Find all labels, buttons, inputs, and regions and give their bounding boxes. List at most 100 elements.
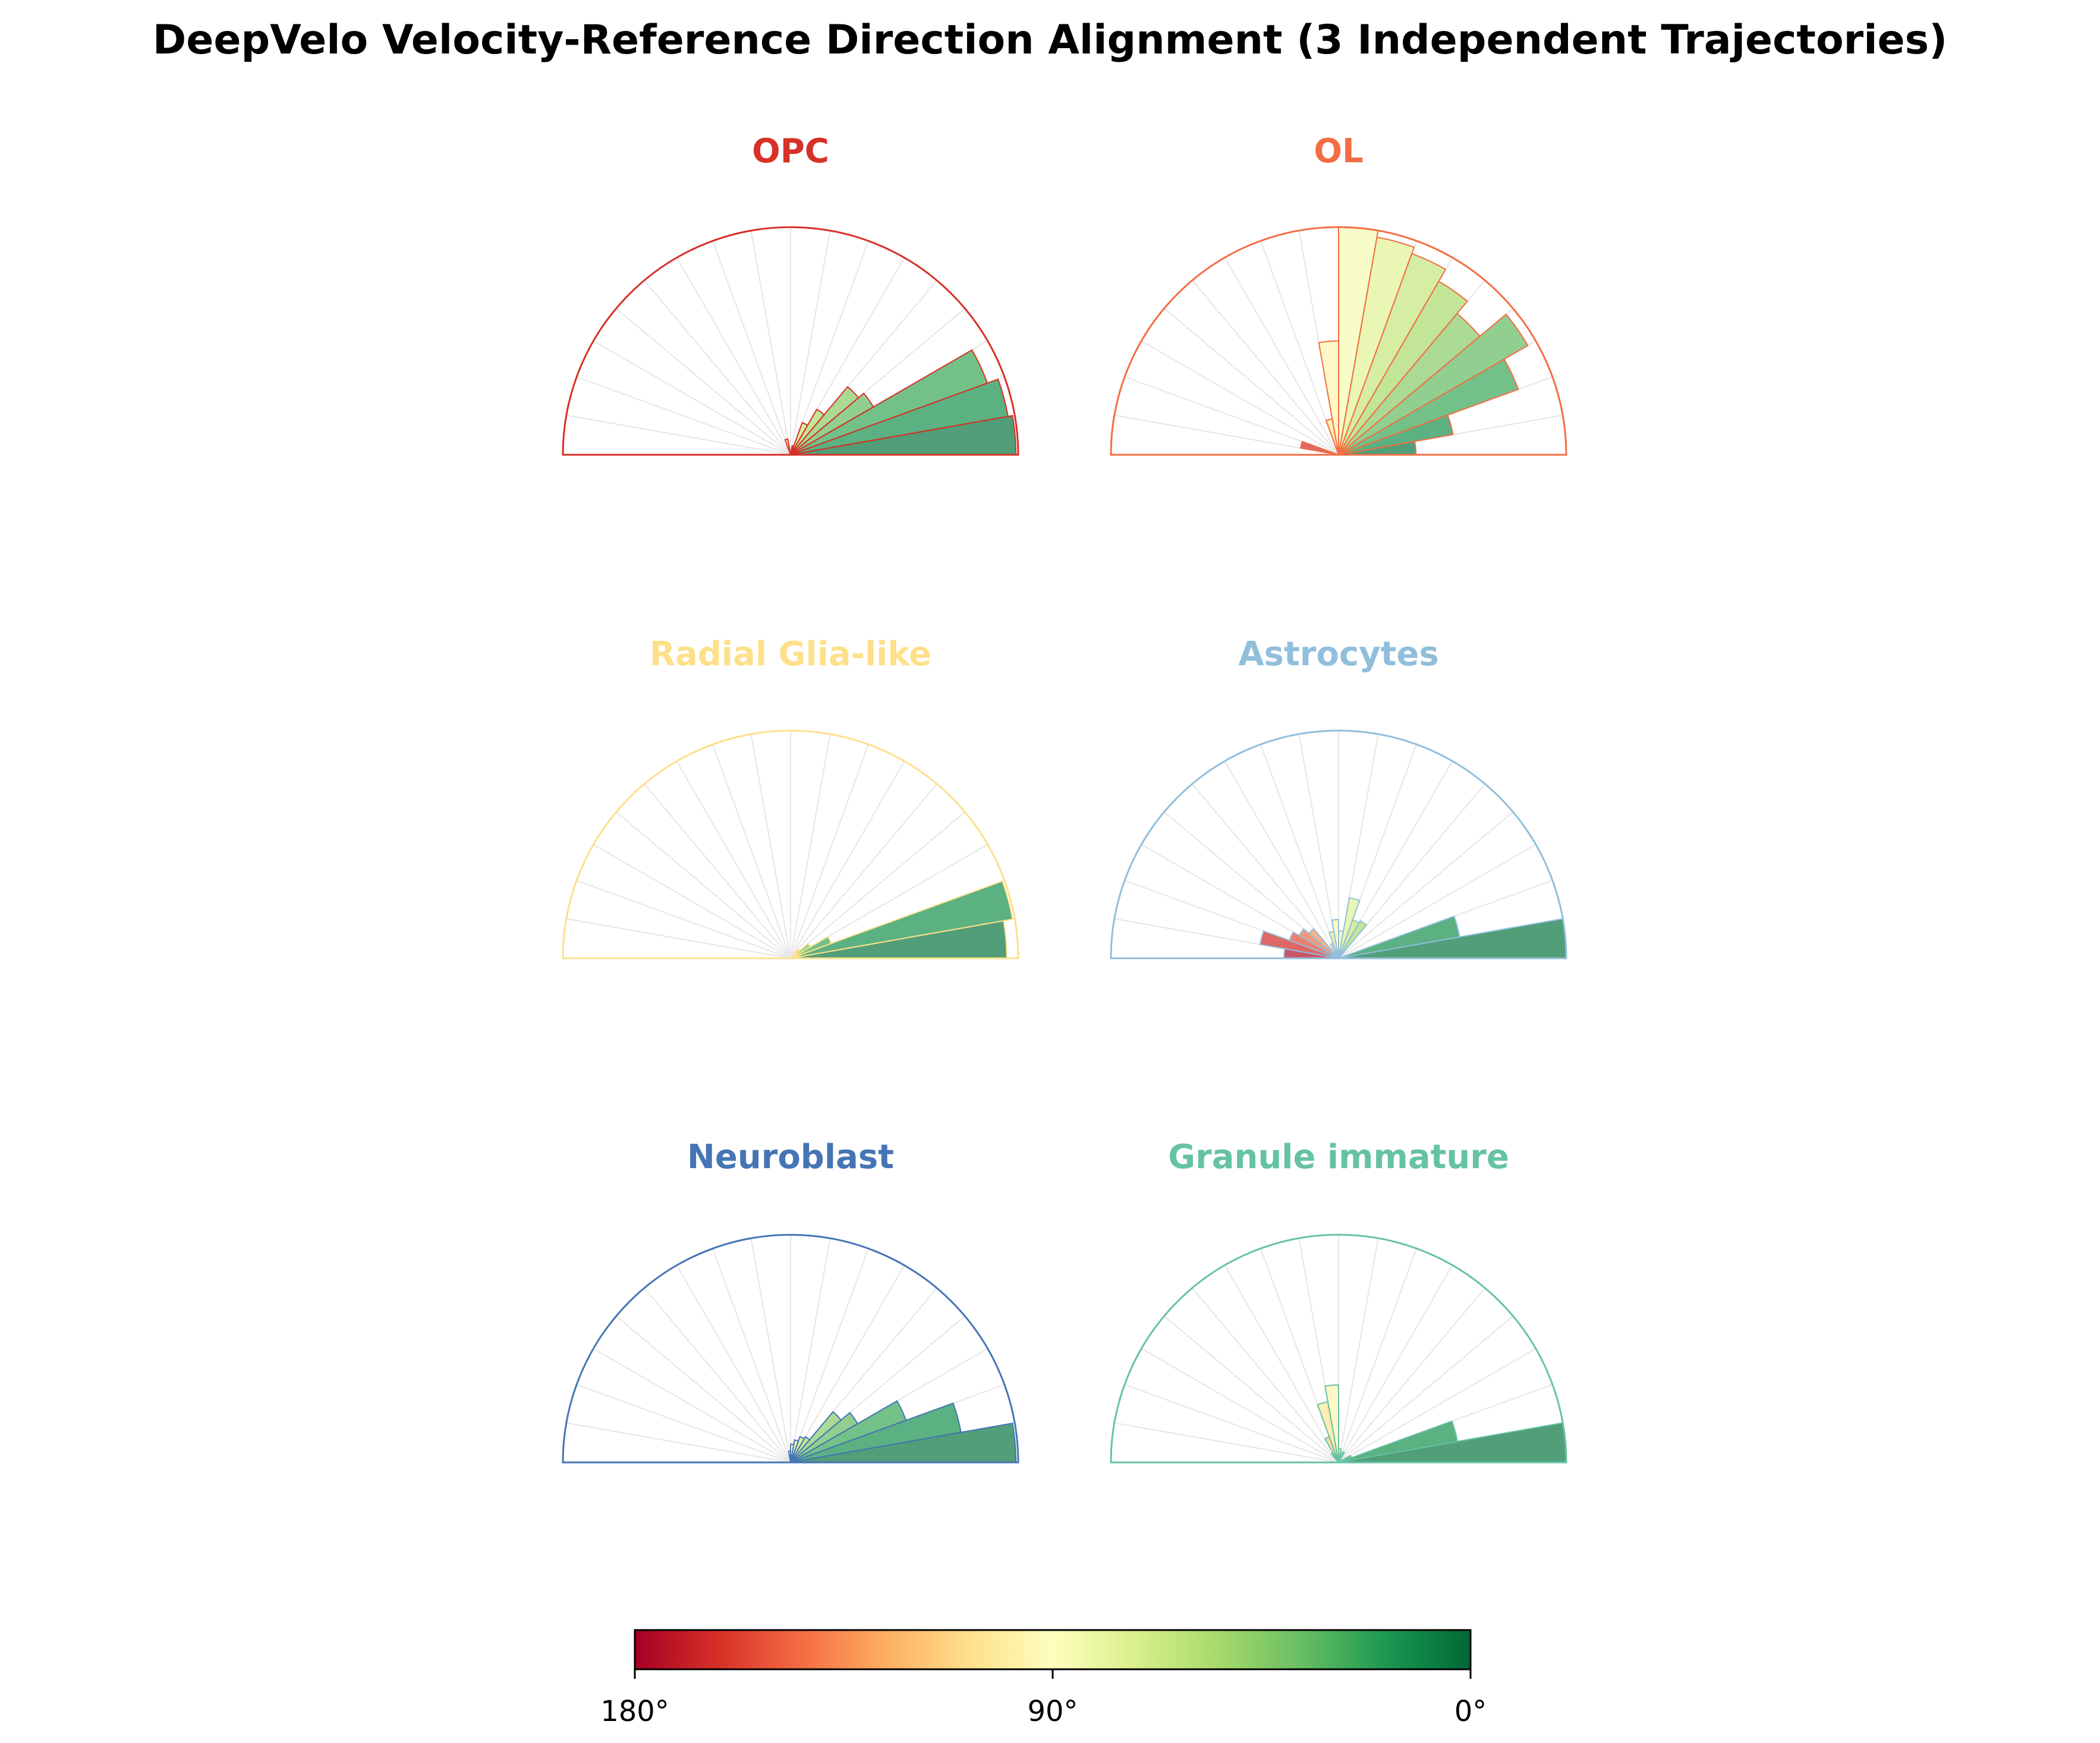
bar-neuroblast-30deg (790, 1411, 859, 1463)
bar-neuroblast-90deg (788, 1450, 791, 1463)
gridline (790, 760, 905, 959)
bar-opc-40deg (790, 386, 859, 455)
gridline (1141, 340, 1339, 455)
colorbar-label-180: 180° (600, 1695, 669, 1728)
bar-ol-30deg (1338, 313, 1529, 455)
gridline (644, 783, 791, 959)
gridline (790, 240, 869, 455)
bar-neuroblast-20deg (790, 1400, 907, 1463)
gridline (1338, 1264, 1453, 1463)
panel-title-neuroblast: Neuroblast (687, 1138, 894, 1176)
panel-opc (562, 226, 1019, 456)
gridline (790, 744, 869, 959)
bar-astrocytes-110deg (1330, 942, 1339, 959)
gridline (1260, 744, 1339, 959)
gridline (1224, 760, 1339, 959)
bar-radial-glia-like-10deg (790, 880, 1013, 959)
gridline (1338, 1348, 1537, 1463)
panel-title-astrocytes: Astrocytes (1238, 635, 1439, 674)
gridline (1114, 1422, 1339, 1463)
panel-outline-opc (562, 226, 1019, 456)
bar-opc-20deg (790, 349, 988, 455)
gridline (676, 1264, 791, 1463)
gridline (712, 1248, 791, 1463)
gridline (1338, 1238, 1379, 1463)
bar-neuroblast-50deg (790, 1436, 811, 1463)
gridline (615, 308, 791, 455)
gridline (566, 1422, 791, 1463)
colorbar: 180° 90° 0° (600, 1629, 1487, 1728)
panel-title-ol: OL (1314, 132, 1364, 171)
bar-opc-10deg (790, 378, 1009, 455)
gridline (615, 1316, 791, 1463)
bar-opc-50deg (790, 408, 826, 455)
gridline (1338, 811, 1514, 959)
gridline (576, 376, 791, 455)
bar-opc-60deg (790, 421, 809, 455)
gridline (750, 734, 791, 959)
bar-neuroblast-40deg (790, 1411, 842, 1463)
bar-radial-glia-like-40deg (790, 948, 801, 959)
gridline (712, 744, 791, 959)
bar-astrocytes-70deg (1338, 897, 1361, 959)
gridline (1224, 1264, 1339, 1463)
panel-title-opc: OPC (752, 132, 829, 171)
gridline (712, 240, 791, 455)
gridline (1163, 1316, 1339, 1463)
colorbar-label-90: 90° (1027, 1695, 1078, 1728)
panel-title-radial-glia-like: Radial Glia-like (649, 635, 932, 674)
colorbar-gradient (634, 1629, 1472, 1670)
gridline (1224, 257, 1339, 455)
gridline (644, 1287, 791, 1463)
chart-title: DeepVelo Velocity-Reference Direction Al… (152, 17, 1948, 64)
panel-granule-immature (1110, 1234, 1567, 1464)
gridline (566, 918, 791, 959)
gridline (593, 844, 791, 959)
bar-opc-70deg (790, 445, 795, 455)
gridline (593, 1348, 791, 1463)
bar-neuroblast-10deg (790, 1402, 962, 1463)
gridline (750, 1238, 791, 1463)
gridline (790, 1248, 869, 1463)
bar-astrocytes-10deg (1338, 915, 1460, 959)
bar-granule-immature-120deg (1330, 1452, 1339, 1463)
panel-title-granule-immature: Granule immature (1168, 1138, 1509, 1176)
panel-radial-glia-like (562, 729, 1019, 959)
gridline (790, 230, 831, 455)
bar-opc-30deg (790, 392, 874, 455)
panel-ol (1110, 226, 1567, 456)
bar-neuroblast-80deg (790, 1443, 795, 1463)
bar-neuroblast-60deg (790, 1436, 805, 1463)
gridline (1141, 1348, 1339, 1463)
gridline (615, 811, 791, 959)
gridline (1192, 1287, 1339, 1463)
panel-astrocytes (1110, 729, 1567, 959)
gridline (1163, 308, 1339, 455)
bar-ol-100deg (1325, 418, 1339, 455)
gridline (750, 230, 791, 455)
gridline (1192, 279, 1339, 455)
gridline (790, 811, 966, 959)
bar-ol-160deg (1299, 441, 1339, 455)
gridline (790, 1238, 831, 1463)
colorbar-label-0: 0° (1454, 1695, 1487, 1728)
panel-outline-granule-immature (1110, 1234, 1567, 1464)
gridline (1338, 844, 1537, 959)
bar-astrocytes-160deg (1259, 930, 1339, 959)
bar-granule-immature-20deg (1338, 1455, 1352, 1463)
gridline (576, 1384, 791, 1463)
panel-outline-neuroblast (562, 1234, 1019, 1464)
panel-outline-ol (1110, 226, 1567, 456)
gridline (1260, 240, 1339, 455)
gridline (790, 1264, 905, 1463)
bar-granule-immature-10deg (1338, 1420, 1459, 1463)
gridline (676, 257, 791, 455)
gridline (1124, 1384, 1339, 1463)
gridline (790, 734, 831, 959)
bar-astrocytes-50deg (1338, 920, 1368, 959)
gridline (566, 414, 791, 455)
gridline (1338, 1287, 1485, 1463)
gridline (576, 880, 791, 959)
gridline (1338, 1248, 1417, 1463)
